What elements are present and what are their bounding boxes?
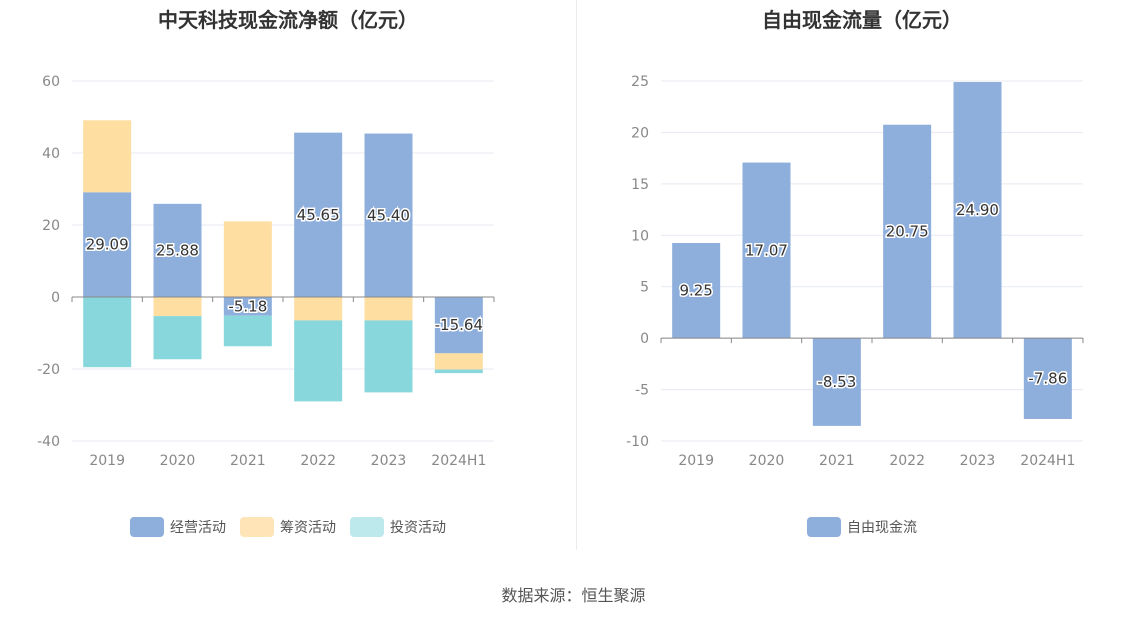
y-tick-label: -5 <box>635 383 649 399</box>
x-tick-label: 2023 <box>371 453 407 469</box>
y-tick-label: 20 <box>42 218 60 234</box>
data-label: 20.75 <box>886 222 929 240</box>
bar <box>153 203 202 297</box>
bar <box>434 297 483 354</box>
data-label: 25.88 <box>156 241 199 259</box>
x-tick-label: 2021 <box>230 453 266 469</box>
bar <box>83 192 132 297</box>
cash-flow-net-legend: 经营活动 筹资活动 投资活动 <box>0 517 576 537</box>
y-tick-label: 0 <box>640 331 649 347</box>
bar <box>294 297 343 321</box>
data-label: 45.65 <box>297 206 340 224</box>
x-tick-label: 2024H1 <box>431 453 486 469</box>
x-tick-label: 2019 <box>678 453 714 469</box>
y-tick-label: 60 <box>42 74 60 90</box>
legend-label-operating: 经营活动 <box>170 520 226 536</box>
data-label: 9.25 <box>679 282 712 300</box>
bar <box>434 353 483 370</box>
legend-swatch-financing <box>240 517 274 537</box>
data-label: 45.40 <box>367 206 410 224</box>
x-tick-label: 2022 <box>300 453 336 469</box>
bar <box>223 297 272 316</box>
y-tick-label: 0 <box>51 290 60 306</box>
bar <box>294 320 343 402</box>
y-tick-label: -10 <box>626 434 649 450</box>
free-cash-flow-chart: 25 20 15 10 5 0 -5 -10 2019 2020 2021 2022 2023 2024H… <box>626 74 1084 469</box>
bar <box>364 297 413 321</box>
bar <box>883 124 932 339</box>
bar <box>434 369 483 374</box>
bar <box>672 243 721 339</box>
data-label: 24.90 <box>956 201 999 219</box>
legend-label-free-cash-flow: 自由现金流 <box>847 520 917 536</box>
y-tick-label: -40 <box>37 434 60 450</box>
free-cash-flow-legend: 自由现金流 <box>577 517 1147 537</box>
legend-swatch-investing <box>350 517 384 537</box>
x-tick-label: 2019 <box>89 453 125 469</box>
bar <box>83 297 132 368</box>
legend-item-operating[interactable]: 经营活动 <box>130 517 226 537</box>
data-label: 29.09 <box>86 236 129 254</box>
bar <box>223 315 272 347</box>
legend-item-free-cash-flow[interactable]: 自由现金流 <box>807 517 917 537</box>
y-tick-label: 10 <box>631 228 649 244</box>
bar <box>153 316 202 360</box>
bar <box>364 133 413 297</box>
y-tick-label: 5 <box>640 280 649 296</box>
panel-divider <box>576 0 577 550</box>
bar <box>294 132 343 297</box>
x-tick-label: 2024H1 <box>1020 453 1075 469</box>
y-tick-label: 20 <box>631 125 649 141</box>
x-tick-label: 2021 <box>819 453 855 469</box>
cash-flow-net-chart-panel: 中天科技现金流净额（亿元） 60 40 20 0 -20 -40 2019 2020 2021 2… <box>0 0 576 560</box>
y-tick-label: 25 <box>631 74 649 90</box>
bar <box>812 338 861 426</box>
bar <box>953 82 1002 339</box>
legend-swatch-operating <box>130 517 164 537</box>
bar <box>83 120 132 193</box>
x-tick-label: 2022 <box>889 453 925 469</box>
bar <box>223 221 272 297</box>
x-tick-label: 2023 <box>960 453 996 469</box>
data-label: -15.64 <box>435 316 483 334</box>
y-tick-label: 40 <box>42 146 60 162</box>
data-source-note: 数据来源：恒生聚源 <box>501 586 646 605</box>
legend-label-investing: 投资活动 <box>390 520 446 536</box>
data-label: -7.86 <box>1028 370 1067 388</box>
legend-item-financing[interactable]: 筹资活动 <box>240 517 336 537</box>
data-label: 17.07 <box>745 241 788 259</box>
x-tick-label: 2020 <box>160 453 196 469</box>
free-cash-flow-chart-title: 自由现金流量（亿元） <box>762 8 962 32</box>
y-tick-label: 15 <box>631 177 649 193</box>
cash-flow-net-chart-title: 中天科技现金流净额（亿元） <box>158 8 418 32</box>
data-label: -5.18 <box>228 297 267 315</box>
cash-flow-net-chart: 60 40 20 0 -20 -40 2019 2020 2021 2022 2023 2024H1 2… <box>37 74 495 469</box>
bar <box>742 162 791 339</box>
free-cash-flow-chart-panel: 自由现金流量（亿元） 25 20 15 10 5 0 -5 -10 2019 2020 2021 20… <box>577 0 1147 560</box>
bar <box>1023 338 1072 419</box>
bar <box>153 297 202 317</box>
legend-item-investing[interactable]: 投资活动 <box>350 517 446 537</box>
y-tick-label: -20 <box>37 362 60 378</box>
data-label: -8.53 <box>817 373 856 391</box>
bar <box>364 320 413 393</box>
legend-label-financing: 筹资活动 <box>280 520 336 536</box>
legend-swatch-free-cash-flow <box>807 517 841 537</box>
x-tick-label: 2020 <box>749 453 785 469</box>
